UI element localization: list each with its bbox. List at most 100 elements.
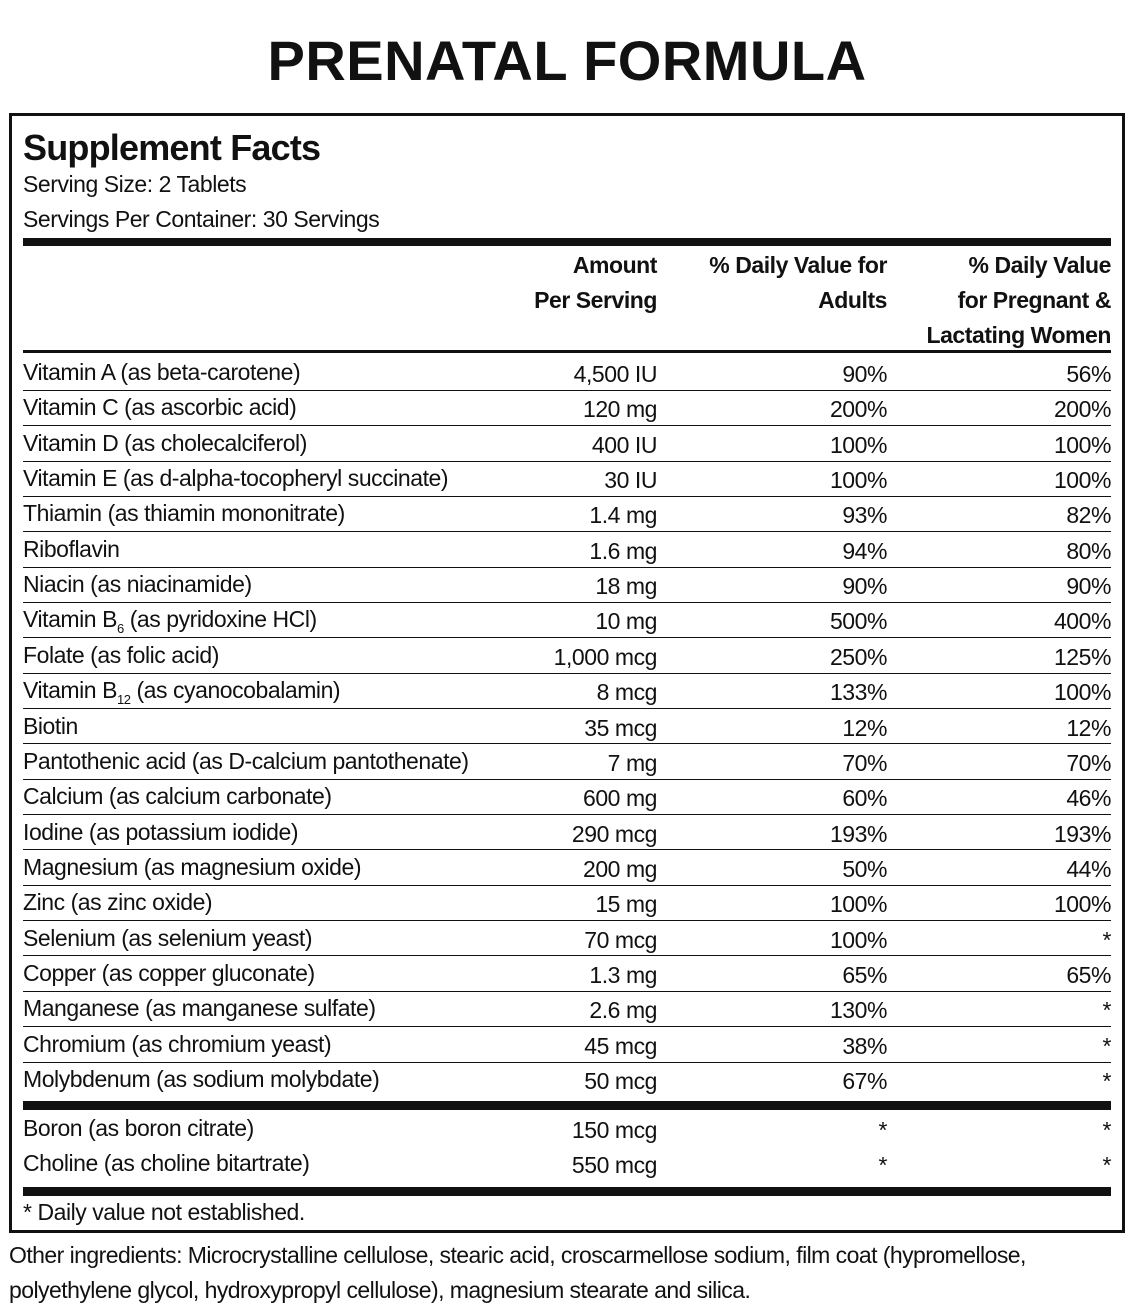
amount: 400 IU (591, 431, 658, 458)
facts-panel (9, 113, 1125, 1233)
dv-adults: 200% (829, 396, 887, 423)
amount: 10 mg (595, 608, 657, 635)
column-header: % Daily Value for (709, 252, 887, 278)
row-rule (23, 389, 1111, 391)
row-rule (23, 990, 1111, 992)
dv-pregnant: 46% (1066, 785, 1111, 812)
amount: 1.6 mg (589, 537, 657, 564)
dv-pregnant: 90% (1066, 573, 1111, 600)
dv-adults: 133% (829, 679, 887, 706)
nutrient-name-text: Selenium (as selenium yeast) (23, 924, 313, 951)
amount: 1.4 mg (589, 502, 657, 529)
row-rule (23, 637, 1111, 639)
nutrient-name-text: (as pyridoxine HCl) (123, 606, 317, 633)
dv-adults: 100% (829, 891, 887, 918)
dv-pregnant: * (1102, 1068, 1111, 1094)
dv-pregnant: 100% (1053, 679, 1111, 706)
row-rule (23, 460, 1111, 462)
nutrient-name: Pantothenic acid (as D-calcium pantothen… (23, 744, 469, 779)
row-rule (23, 672, 1111, 674)
amount: 35 mcg (584, 714, 657, 741)
dv-pregnant: 400% (1053, 608, 1111, 635)
nutrient-name-text: Vitamin E (as d-alpha-tocopheryl succina… (23, 465, 449, 492)
column-header: Adults (818, 287, 887, 313)
nutrient-name-text: Choline (as choline bitartrate) (23, 1150, 310, 1177)
nutrient-name-text: Manganese (as manganese sulfate) (23, 995, 376, 1022)
facts-heading: Supplement Facts (23, 127, 321, 168)
row-rule (23, 566, 1111, 568)
nutrient-name: Thiamin (as thiamin mononitrate) (23, 496, 345, 531)
amount: 70 mcg (584, 926, 657, 953)
dv-adults: 12% (842, 714, 887, 741)
column-header: % Daily Value (968, 252, 1112, 278)
row-rule (23, 778, 1111, 780)
amount: 8 mcg (596, 679, 658, 706)
dv-pregnant: * (1102, 926, 1111, 953)
dv-adults: 94% (842, 537, 887, 564)
dv-pregnant: 200% (1053, 396, 1111, 423)
nutrient-name: Vitamin B12 (as cyanocobalamin) (23, 673, 341, 708)
dv-adults: 50% (842, 855, 887, 882)
nutrient-name-text: Vitamin D (as cholecalciferol) (23, 429, 307, 456)
subscript: 6 (116, 621, 124, 637)
dv-pregnant: 65% (1066, 961, 1111, 988)
servings-per-container: Servings Per Container: 30 Servings (23, 206, 380, 232)
dv-adults: 100% (829, 467, 887, 494)
nutrient-name-text: Copper (as copper gluconate) (23, 959, 315, 986)
nutrient-name: Choline (as choline bitartrate) (23, 1146, 310, 1181)
dv-pregnant: 125% (1053, 643, 1111, 670)
column-header: Lactating Women (926, 322, 1111, 348)
dv-adults: 65% (842, 961, 887, 988)
dv-adults: 130% (829, 997, 887, 1024)
nutrient-name: Selenium (as selenium yeast) (23, 921, 313, 956)
thick-rule (23, 238, 1111, 246)
subscript: 12 (116, 692, 131, 708)
nutrient-name: Vitamin A (as beta-carotene) (23, 355, 301, 390)
row-rule (23, 1061, 1111, 1063)
nutrient-name: Copper (as copper gluconate) (23, 956, 315, 991)
dv-adults: 70% (842, 749, 887, 776)
nutrient-name: Vitamin B6 (as pyridoxine HCl) (23, 602, 317, 637)
footnote: * Daily value not established. (23, 1199, 305, 1225)
nutrient-name-text: Magnesium (as magnesium oxide) (23, 853, 362, 880)
nutrient-name: Biotin (23, 709, 78, 744)
dv-adults: 100% (829, 926, 887, 953)
dv-pregnant: 100% (1053, 891, 1111, 918)
dv-adults: 67% (842, 1068, 887, 1094)
column-header: for Pregnant & (957, 287, 1112, 313)
dv-pregnant: 70% (1066, 749, 1111, 776)
nutrient-name: Chromium (as chromium yeast) (23, 1027, 332, 1062)
column-header: Amount (572, 252, 658, 278)
nutrient-name-text: Vitamin B (23, 677, 117, 704)
amount: 120 mg (582, 396, 657, 423)
nutrient-name-text: Vitamin B (23, 606, 117, 633)
nutrient-name: Calcium (as calcium carbonate) (23, 779, 332, 814)
nutrient-name: Vitamin D (as cholecalciferol) (23, 426, 307, 461)
amount: 30 IU (604, 467, 657, 494)
dv-pregnant: * (1102, 1152, 1111, 1179)
dv-adults: 93% (842, 502, 887, 529)
nutrient-name-text: Molybdenum (as sodium molybdate) (23, 1066, 380, 1092)
nutrient-name: Iodine (as potassium iodide) (23, 815, 299, 850)
dv-pregnant: 100% (1053, 431, 1111, 458)
nutrient-name: Boron (as boron citrate) (23, 1111, 254, 1146)
amount: 50 mcg (584, 1068, 657, 1094)
dv-adults: * (878, 1152, 887, 1179)
dv-adults: 60% (842, 785, 887, 812)
row-rule (23, 743, 1111, 745)
dv-pregnant: 193% (1053, 820, 1111, 847)
row-rule (23, 425, 1111, 427)
amount: 150 mcg (571, 1117, 658, 1143)
nutrient-name: Vitamin E (as d-alpha-tocopheryl succina… (23, 461, 449, 496)
thick-rule (23, 1187, 1111, 1196)
row-rule (23, 1026, 1111, 1028)
nutrient-name: Vitamin C (as ascorbic acid) (23, 390, 297, 425)
dv-pregnant: 82% (1066, 502, 1111, 529)
row-rule (23, 601, 1111, 603)
dv-pregnant: 100% (1053, 467, 1111, 494)
amount: 4,500 IU (573, 361, 658, 387)
amount: 600 mg (582, 785, 657, 812)
dv-pregnant: 12% (1066, 714, 1111, 741)
dv-adults: 250% (829, 643, 887, 670)
nutrient-name-text: Pantothenic acid (as D-calcium pantothen… (23, 747, 469, 774)
